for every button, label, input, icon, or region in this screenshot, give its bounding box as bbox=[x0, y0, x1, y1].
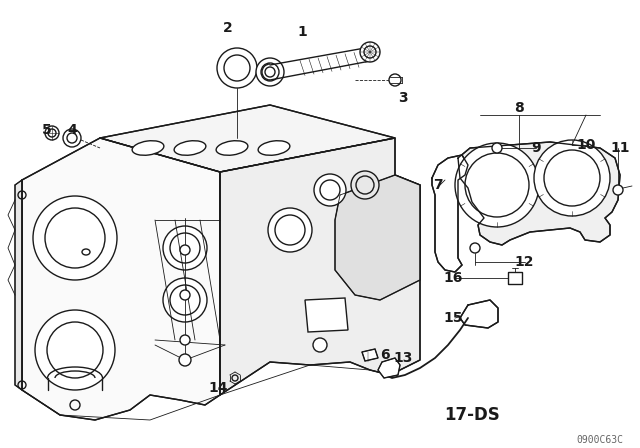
Text: 9: 9 bbox=[531, 141, 541, 155]
Circle shape bbox=[45, 126, 59, 140]
Circle shape bbox=[163, 278, 207, 322]
Text: 16: 16 bbox=[444, 271, 463, 285]
Circle shape bbox=[314, 174, 346, 206]
Circle shape bbox=[360, 42, 380, 62]
Ellipse shape bbox=[174, 141, 206, 155]
Circle shape bbox=[544, 150, 600, 206]
Text: 10: 10 bbox=[576, 138, 596, 152]
Circle shape bbox=[67, 133, 77, 143]
Text: 14: 14 bbox=[208, 381, 228, 395]
Text: 6: 6 bbox=[380, 348, 390, 362]
Polygon shape bbox=[335, 175, 420, 300]
Polygon shape bbox=[378, 358, 400, 378]
Circle shape bbox=[256, 58, 284, 86]
Polygon shape bbox=[508, 272, 522, 284]
Text: 1: 1 bbox=[297, 25, 307, 39]
Circle shape bbox=[170, 233, 200, 263]
Polygon shape bbox=[458, 142, 620, 245]
Circle shape bbox=[351, 171, 379, 199]
Text: 17-DS: 17-DS bbox=[444, 406, 500, 424]
Circle shape bbox=[268, 208, 312, 252]
Text: 7: 7 bbox=[433, 178, 443, 192]
Circle shape bbox=[261, 63, 279, 81]
Polygon shape bbox=[432, 155, 468, 272]
Polygon shape bbox=[460, 300, 498, 328]
Text: 3: 3 bbox=[398, 91, 408, 105]
Text: 2: 2 bbox=[223, 21, 233, 35]
Text: 11: 11 bbox=[611, 141, 630, 155]
Circle shape bbox=[534, 140, 610, 216]
Circle shape bbox=[163, 226, 207, 270]
Text: 5: 5 bbox=[42, 123, 52, 137]
Ellipse shape bbox=[132, 141, 164, 155]
Circle shape bbox=[356, 176, 374, 194]
Circle shape bbox=[33, 196, 117, 280]
Circle shape bbox=[265, 67, 275, 77]
Circle shape bbox=[492, 143, 502, 153]
Ellipse shape bbox=[258, 141, 290, 155]
Circle shape bbox=[217, 48, 257, 88]
Circle shape bbox=[35, 310, 115, 390]
Circle shape bbox=[180, 335, 190, 345]
Circle shape bbox=[364, 46, 376, 58]
Polygon shape bbox=[220, 138, 420, 395]
Circle shape bbox=[45, 208, 105, 268]
Circle shape bbox=[313, 338, 327, 352]
Circle shape bbox=[179, 354, 191, 366]
Circle shape bbox=[48, 129, 56, 137]
Circle shape bbox=[180, 290, 190, 300]
Ellipse shape bbox=[216, 141, 248, 155]
Text: 12: 12 bbox=[515, 255, 534, 269]
Circle shape bbox=[389, 74, 401, 86]
Polygon shape bbox=[22, 138, 220, 420]
Polygon shape bbox=[305, 298, 348, 332]
Circle shape bbox=[613, 185, 623, 195]
Circle shape bbox=[63, 129, 81, 147]
Text: 0900C63C: 0900C63C bbox=[577, 435, 623, 445]
Circle shape bbox=[465, 153, 529, 217]
Polygon shape bbox=[362, 349, 378, 361]
Text: 15: 15 bbox=[444, 311, 463, 325]
Polygon shape bbox=[15, 180, 22, 390]
Text: 4: 4 bbox=[67, 123, 77, 137]
Circle shape bbox=[47, 322, 103, 378]
Circle shape bbox=[224, 55, 250, 81]
Polygon shape bbox=[100, 105, 395, 172]
Circle shape bbox=[180, 245, 190, 255]
Circle shape bbox=[455, 143, 539, 227]
Text: 13: 13 bbox=[394, 351, 413, 365]
Circle shape bbox=[275, 215, 305, 245]
Circle shape bbox=[470, 243, 480, 253]
Text: 8: 8 bbox=[514, 101, 524, 115]
Circle shape bbox=[320, 180, 340, 200]
Circle shape bbox=[170, 285, 200, 315]
